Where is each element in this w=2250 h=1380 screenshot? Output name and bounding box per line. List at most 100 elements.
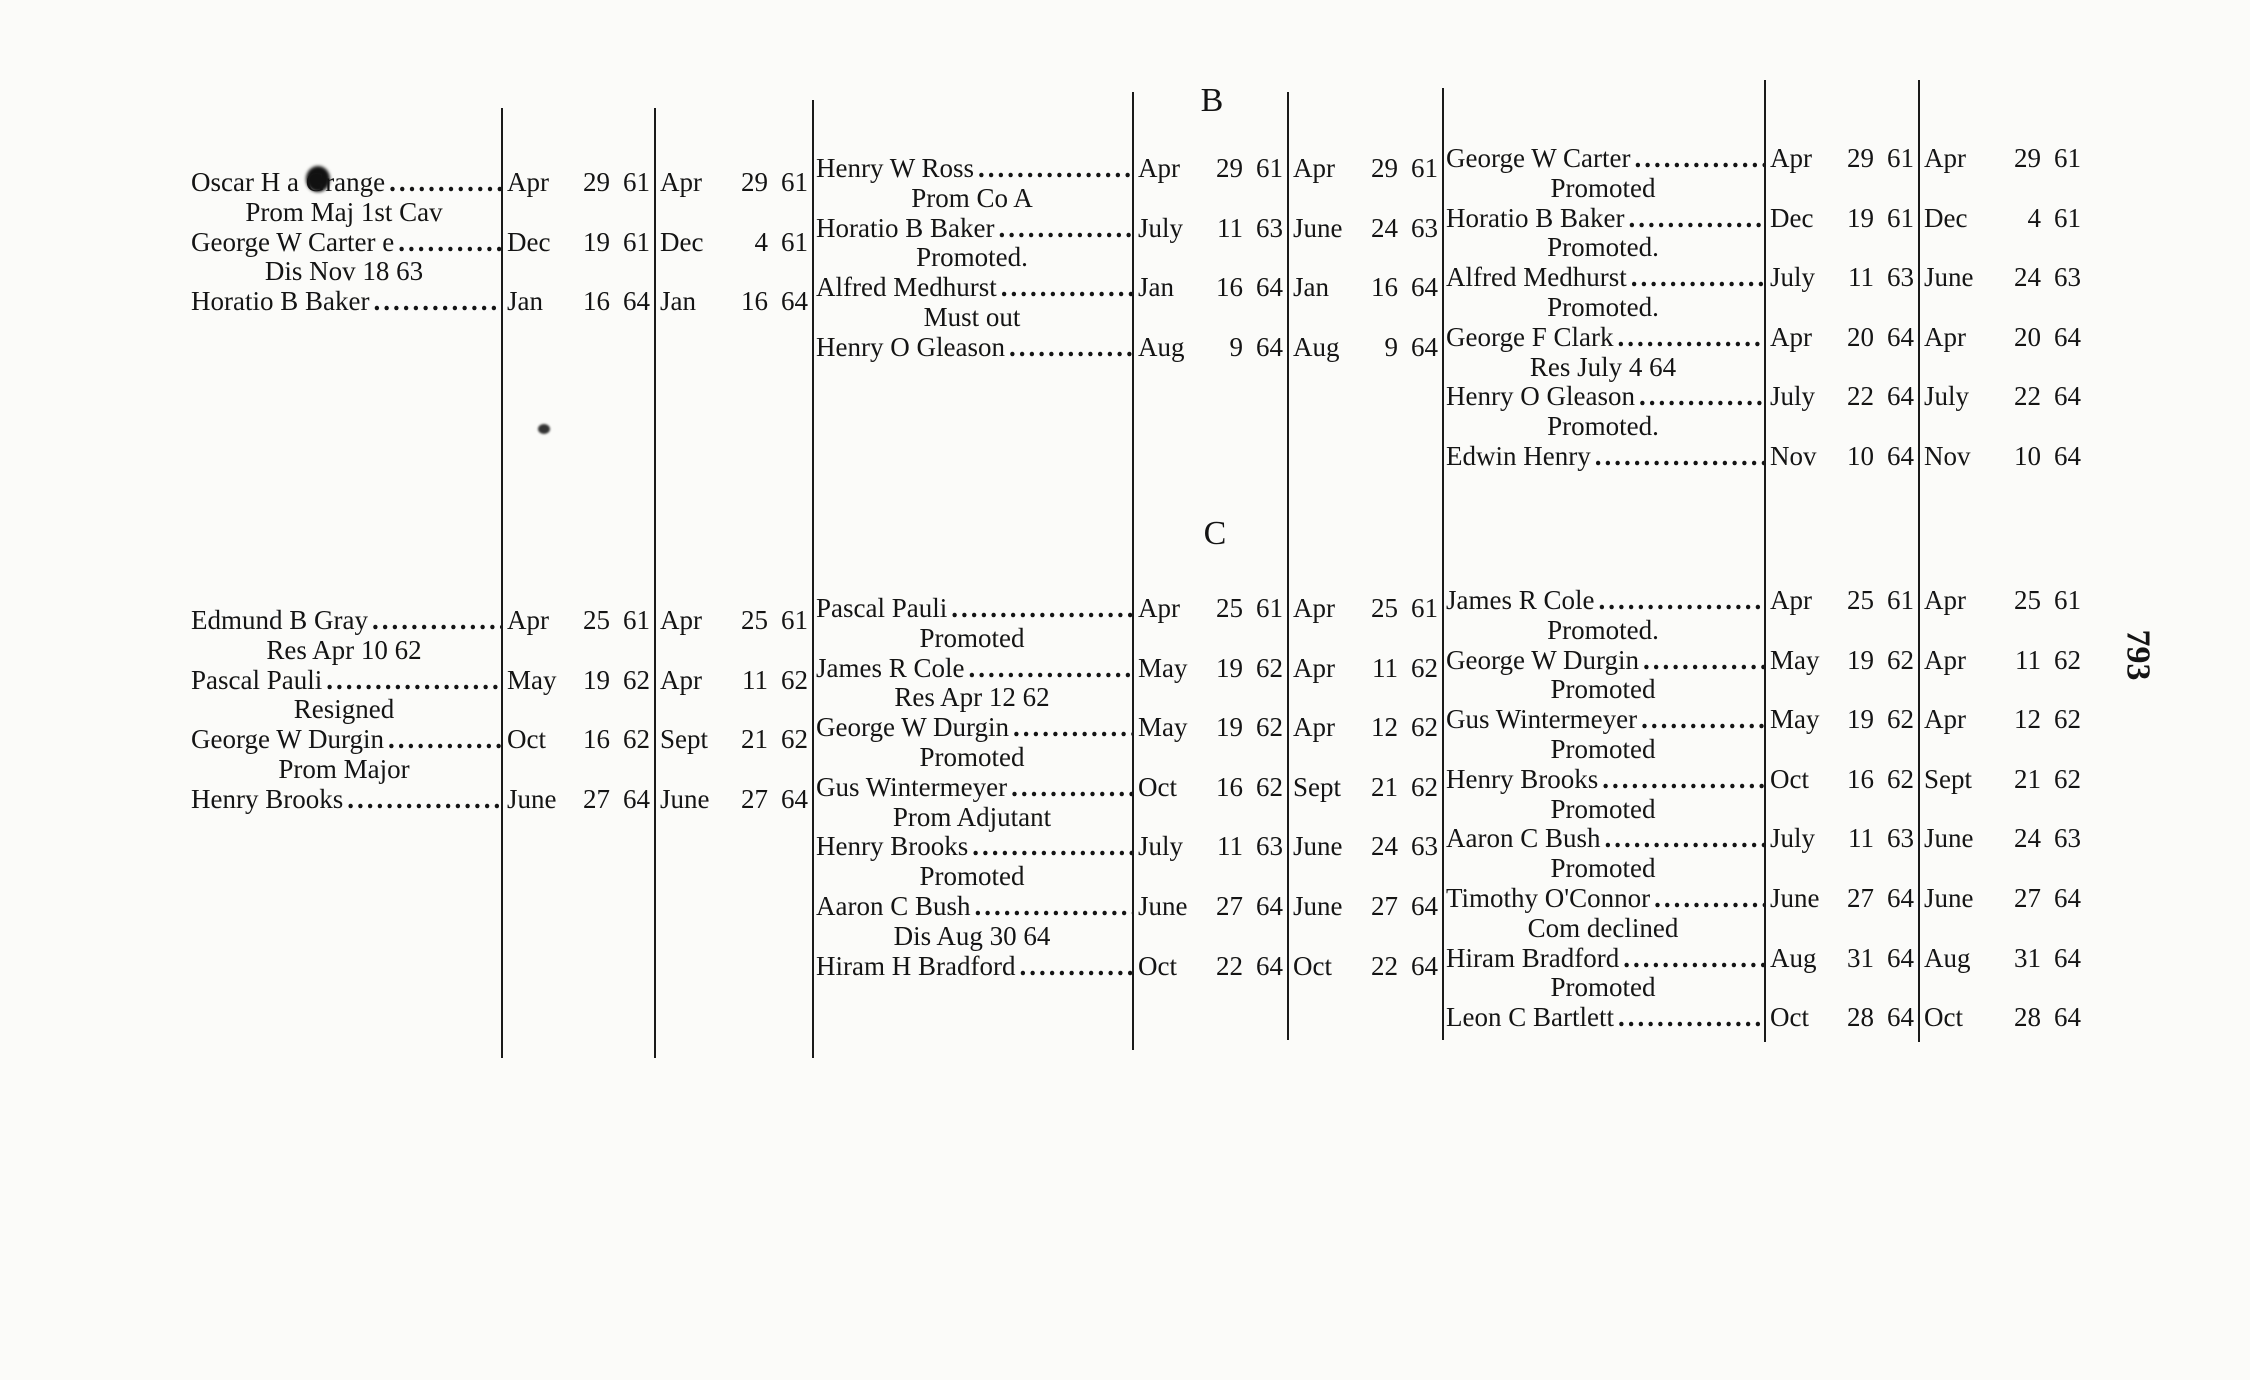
entry-row: George W Carter e Dec 19 61 Dec 4 61 xyxy=(187,227,812,257)
month: Aug xyxy=(1293,331,1340,362)
day: 19 xyxy=(1847,644,1874,675)
officer-name: Gus Wintermeyer xyxy=(816,771,1008,802)
officer-name-cell: Pascal Pauli xyxy=(187,665,501,695)
dot-leader xyxy=(1627,262,1764,292)
year: 64 xyxy=(1256,331,1283,362)
month: Apr xyxy=(1138,593,1180,623)
entry-row: Edwin Henry Nov 10 64 Nov 10 64 xyxy=(1442,441,2085,471)
officer-name: Hiram Bradford xyxy=(1446,942,1620,973)
rank-date: Aug 9 64 xyxy=(1287,332,1442,362)
year: 61 xyxy=(1887,202,1914,233)
entry-row: Timothy O'Connor June 27 64 June 27 64 xyxy=(1442,883,2085,913)
rank-date: Apr 29 61 xyxy=(1287,153,1442,183)
commission-date: Dec 19 61 xyxy=(1764,203,1918,233)
dot-leader xyxy=(369,286,501,316)
officer-name-cell: Oscar H a Grange xyxy=(187,167,501,197)
day: 22 xyxy=(1847,381,1874,412)
month: July xyxy=(1770,381,1816,412)
commission-date: July 22 64 xyxy=(1764,381,1918,411)
officer-name-cell: Horatio B Baker xyxy=(187,286,501,316)
year: 64 xyxy=(2054,381,2081,412)
month: June xyxy=(1293,212,1343,243)
commission-date: May 19 62 xyxy=(1132,653,1287,683)
month: Dec xyxy=(1770,202,1814,233)
officer-name: George W Durgin xyxy=(191,724,384,755)
month: Dec xyxy=(507,226,551,257)
year: 64 xyxy=(2054,1002,2081,1033)
rank-date: Oct 28 64 xyxy=(1918,1002,2085,1032)
year: 62 xyxy=(781,664,808,695)
officer-name-cell: Alfred Medhurst xyxy=(1442,262,1764,292)
officer-name: Edmund B Gray xyxy=(191,605,368,635)
year: 62 xyxy=(623,664,650,695)
rank-date: July 22 64 xyxy=(1918,381,2085,411)
month: Apr xyxy=(660,167,702,197)
month: Oct xyxy=(1924,1002,1963,1033)
officer-name-cell: Timothy O'Connor xyxy=(1442,883,1764,913)
entry-note: Promoted. xyxy=(1547,614,1659,645)
dot-leader xyxy=(1639,645,1764,675)
officer-name: Henry O Gleason xyxy=(816,331,1005,362)
year: 64 xyxy=(1256,891,1283,921)
commission-date: Apr 29 61 xyxy=(501,167,654,197)
entry-row: Gus Wintermeyer Oct 16 62 Sept 21 62 xyxy=(812,772,1442,802)
month: Jan xyxy=(1138,272,1174,303)
ink-blot xyxy=(306,166,330,192)
dot-leader xyxy=(994,213,1132,243)
commission-date: Apr 20 64 xyxy=(1764,322,1918,352)
month: Aug xyxy=(1770,942,1817,973)
year: 64 xyxy=(1887,942,1914,973)
year: 61 xyxy=(1411,593,1438,623)
month: Jan xyxy=(660,286,696,317)
day: 10 xyxy=(2014,441,2041,471)
day: 12 xyxy=(2014,704,2041,735)
entry-row: Horatio B Baker July 11 63 June 24 63 xyxy=(812,213,1442,243)
month: Sept xyxy=(1924,763,1973,794)
year: 62 xyxy=(2054,763,2081,794)
month: Apr xyxy=(507,167,549,197)
entry-row: Leon C Bartlett Oct 28 64 Oct 28 64 xyxy=(1442,1002,2085,1032)
month: Aug xyxy=(1924,942,1971,973)
officer-name: Gus Wintermeyer xyxy=(1446,704,1638,735)
year: 61 xyxy=(623,605,650,635)
day: 25 xyxy=(1371,593,1398,623)
entry-note: Promoted xyxy=(919,742,1025,772)
dot-leader xyxy=(1595,585,1765,615)
year: 62 xyxy=(2054,704,2081,735)
day: 29 xyxy=(741,167,768,197)
officer-name-cell: Henry Brooks xyxy=(812,831,1132,861)
entry-row: Henry Brooks July 11 63 June 24 63 xyxy=(812,831,1442,861)
year: 64 xyxy=(1887,441,1914,471)
officer-name: Alfred Medhurst xyxy=(1446,262,1627,293)
entry-row: Gus Wintermeyer May 19 62 Apr 12 62 xyxy=(1442,704,2085,734)
day: 27 xyxy=(1847,883,1874,913)
day: 24 xyxy=(1371,831,1398,862)
officer-name-cell: Gus Wintermeyer xyxy=(812,772,1132,802)
day: 21 xyxy=(1371,771,1398,802)
officer-name: Pascal Pauli xyxy=(816,593,948,623)
commission-date: Oct 22 64 xyxy=(1132,951,1287,981)
commission-date: Oct 16 62 xyxy=(1132,772,1287,802)
entry-row: James R Cole Apr 25 61 Apr 25 61 xyxy=(1442,585,2085,615)
entry-note: Promoted. xyxy=(916,242,1028,273)
commission-date: Apr 25 61 xyxy=(501,605,654,635)
year: 62 xyxy=(1887,704,1914,735)
entry-row: Henry Brooks Oct 16 62 Sept 21 62 xyxy=(1442,764,2085,794)
rank-date: Apr 25 61 xyxy=(654,605,812,635)
month: June xyxy=(507,783,557,814)
month: Nov xyxy=(1924,441,1971,471)
dot-leader xyxy=(1601,823,1765,853)
day: 27 xyxy=(2014,883,2041,913)
day: 16 xyxy=(1216,272,1243,303)
column-rule xyxy=(812,100,814,1058)
day: 27 xyxy=(1216,891,1243,921)
month: June xyxy=(1293,891,1343,921)
month: Jan xyxy=(507,286,543,317)
section-letter: B xyxy=(1200,82,1224,119)
entry-note: Promoted xyxy=(1550,972,1656,1003)
month: May xyxy=(1138,652,1188,683)
month: July xyxy=(1138,831,1184,862)
day: 19 xyxy=(583,664,610,695)
commission-date: Apr 29 61 xyxy=(1132,153,1287,183)
year: 62 xyxy=(1411,652,1438,683)
